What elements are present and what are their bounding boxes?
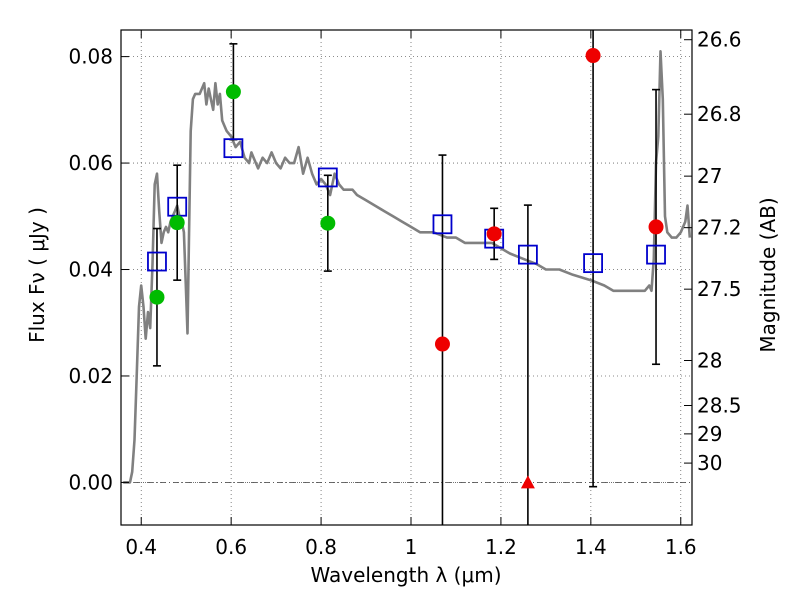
ir-data-point	[486, 226, 502, 242]
x-tick-label: 1.4	[575, 535, 607, 559]
y-tick-label: 0.04	[68, 258, 113, 282]
y2-tick-label: 27	[697, 164, 722, 188]
grid	[121, 30, 692, 525]
optical-data-point	[169, 215, 185, 231]
y2-tick-label: 27.5	[697, 277, 742, 301]
y-tick-label: 0.08	[68, 45, 113, 69]
model-photometry-square	[223, 138, 244, 159]
y-tick-label: 0.00	[68, 470, 113, 494]
tick-labels: 0.4 0.6 0.8 1 1.2 1.4 1.6 0.00 0.02 0.04 0.06 0.08 2…	[68, 28, 741, 559]
x-tick-label: 1	[405, 535, 418, 559]
y2-axis-label: Magnitude (AB)	[756, 197, 780, 352]
y2-tick-label: 30	[697, 451, 722, 475]
model-photometry-square	[432, 214, 453, 235]
marker-layer	[147, 48, 666, 489]
x-tick-label: 0.8	[305, 535, 337, 559]
series-layer	[123, 50, 692, 484]
model-photometry-square	[317, 167, 338, 188]
y-axis-label: Flux Fν ( μJy )	[25, 207, 49, 343]
optical-data-point	[320, 215, 336, 231]
x-tick-label: 1.2	[485, 535, 517, 559]
y2-tick-label: 26.6	[697, 28, 742, 52]
ir-data-point	[648, 219, 664, 235]
y2-tick-label: 29	[697, 422, 722, 446]
optical-data-point	[225, 84, 241, 100]
x-tick-label: 0.6	[215, 535, 247, 559]
plot-frame	[120, 29, 693, 526]
model-photometry-square	[517, 244, 538, 265]
y2-tick-label: 28	[697, 348, 722, 372]
model-spectrum-line	[123, 50, 692, 484]
model-photometry-square	[646, 244, 666, 265]
model-photometry-square	[583, 253, 603, 274]
ir-data-point	[585, 48, 601, 64]
tick-layer	[121, 30, 692, 525]
y-tick-label: 0.02	[68, 364, 113, 388]
upper-limit-triangle	[520, 475, 535, 489]
y-tick-label: 0.06	[68, 151, 113, 175]
optical-data-point	[149, 289, 165, 305]
model-photometry-square	[147, 251, 167, 272]
y2-tick-label: 26.8	[697, 102, 742, 126]
x-tick-label: 0.4	[125, 535, 157, 559]
y2-tick-label: 27.2	[697, 216, 742, 240]
y2-tick-label: 28.5	[697, 393, 742, 417]
x-tick-label: 1.6	[665, 535, 697, 559]
x-axis-label: Wavelength λ (μm)	[310, 563, 501, 587]
ir-data-point	[434, 336, 450, 352]
